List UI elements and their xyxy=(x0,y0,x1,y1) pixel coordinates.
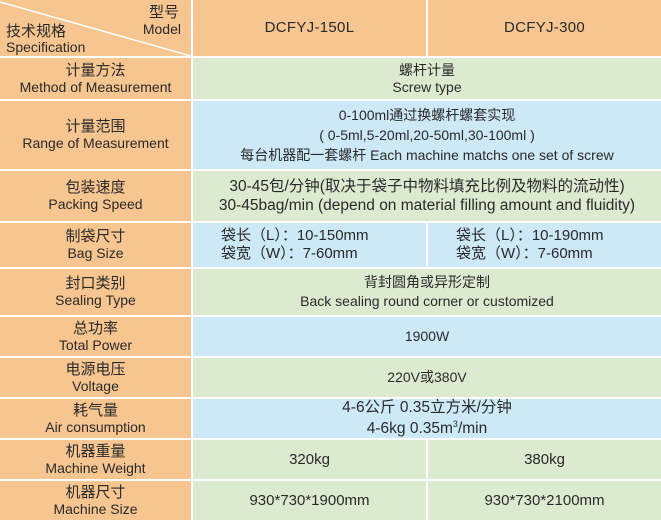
label-en: Method of Measurement xyxy=(19,78,172,95)
label-zh: 耗气量 xyxy=(72,401,118,419)
value-line3: 每台机器配一套螺杆 Each machine matchs one set of… xyxy=(240,147,614,163)
bag-width-300: 袋宽（W）：7-60mm xyxy=(456,245,593,262)
label-en: Packing Speed xyxy=(48,196,143,212)
bag-length-300: 袋长（L）：10-190mm xyxy=(456,227,604,244)
label-en: Sealing Type xyxy=(55,292,136,308)
value-en: Screw type xyxy=(392,78,462,95)
label-en: Bag Size xyxy=(67,245,124,261)
spec-label-zh: 技术规格 xyxy=(6,23,67,40)
value-en: 30-45bag/min (depend on material filling… xyxy=(218,197,636,214)
value-line2: ( 0-5ml,5-20ml,20-50ml,30-100ml ) xyxy=(319,127,535,143)
header-corner-cell: 技术规格 Specification 型号 Model xyxy=(0,0,191,58)
model-label-zh: 型号 xyxy=(148,4,179,21)
row-speed: 包装速度 Packing Speed 30-45包/分钟(取决于袋子中物料填充比例… xyxy=(0,171,661,223)
bag-width-150l: 袋宽（W）：7-60mm xyxy=(221,245,358,262)
row-power: 总功率 Total Power 1900W xyxy=(0,317,661,358)
row-air: 耗气量 Air consumption 4-6公斤 0.35立方米/分钟 4-6kg… xyxy=(0,399,661,440)
row-range: 计量范围 Range of Measurement 0-100ml通过换螺杆螺套实… xyxy=(0,101,661,171)
row-weight: 机器重量 Machine Weight 320kg 380kg xyxy=(0,440,661,481)
row-voltage: 电源电压 Voltage 220V或380V xyxy=(0,358,661,399)
label-en: Voltage xyxy=(72,377,119,394)
value-en: 4-6kg 0.35m3/min xyxy=(366,419,488,438)
value-zh: 螺杆计量 xyxy=(399,61,455,78)
model-150l: DCFYJ-150L xyxy=(264,19,355,36)
row-method: 计量方法 Method of Measurement 螺杆计量 Screw type xyxy=(0,58,661,101)
row-bag-size: 制袋尺寸 Bag Size 袋长（L）：10-150mm 袋宽（W）：7-60mm … xyxy=(0,223,661,269)
weight-300: 380kg xyxy=(426,440,661,479)
weight-150l: 320kg xyxy=(289,450,330,468)
label-zh: 包装速度 xyxy=(65,179,126,196)
row-size: 机器尺寸 Machine Size 930*730*1900mm 930*730*… xyxy=(0,481,661,520)
value-line1: 0-100ml通过换螺杆螺套实现 xyxy=(338,107,516,123)
label-zh: 计量范围 xyxy=(65,118,126,135)
value: 220V或380V xyxy=(387,369,467,385)
diagonal-divider xyxy=(0,1,191,56)
value-zh: 4-6公斤 0.35立方米/分钟 xyxy=(342,399,512,417)
label-en: Machine Size xyxy=(53,500,138,517)
size-300: 930*730*2100mm xyxy=(426,481,661,520)
label-en: Air consumption xyxy=(45,418,146,435)
value-zh: 背封圆角或异形定制 xyxy=(364,274,490,290)
label-zh: 计量方法 xyxy=(65,61,126,79)
label-zh: 电源电压 xyxy=(65,360,126,378)
label-en: Total Power xyxy=(58,336,133,353)
model-label-en: Model xyxy=(142,21,181,37)
label-en: Machine Weight xyxy=(45,459,146,476)
header-row: 技术规格 Specification 型号 Model DCFYJ-150L D… xyxy=(0,0,661,58)
label-zh: 封口类别 xyxy=(65,275,126,292)
label-zh: 机器重量 xyxy=(65,442,126,460)
value-en: Back sealing round corner or customized xyxy=(300,293,554,309)
spec-label-en: Specification xyxy=(6,39,86,55)
bag-length-150l: 袋长（L）：10-150mm xyxy=(221,227,369,244)
label-zh: 制袋尺寸 xyxy=(65,228,126,245)
value-zh: 30-45包/分钟(取决于袋子中物料填充比例及物料的流动性) xyxy=(229,178,625,195)
value: 1900W xyxy=(404,328,450,344)
size-150l: 930*730*1900mm xyxy=(249,491,370,509)
label-zh: 总功率 xyxy=(72,319,118,337)
label-zh: 机器尺寸 xyxy=(65,483,126,501)
row-sealing: 封口类别 Sealing Type 背封圆角或异形定制 Back sealing r… xyxy=(0,269,661,317)
label-en: Range of Measurement xyxy=(22,135,169,151)
model-300: DCFYJ-300 xyxy=(426,0,661,56)
